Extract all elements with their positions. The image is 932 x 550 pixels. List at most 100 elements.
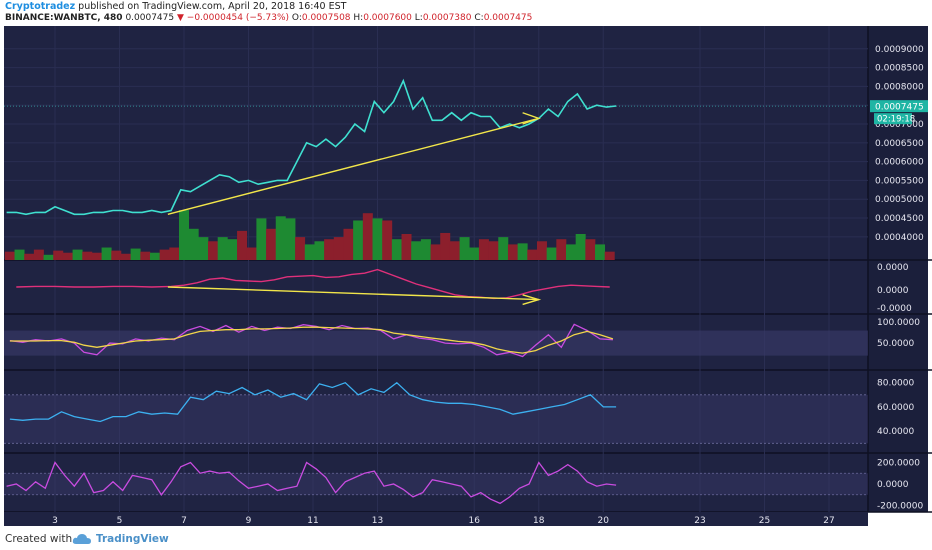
volume-bar [604, 251, 615, 260]
blue-tick-label: 80.0000 [877, 379, 914, 389]
rsi-signal-line [9, 326, 614, 354]
symbol-interval: BINANCE:WANBTC, 480 [5, 13, 123, 23]
rsi-tick-label: 50.0000 [877, 339, 914, 349]
tradingview-brand[interactable]: TradingView [96, 533, 169, 545]
volume-bar [478, 239, 489, 260]
osc-tick-label: -0.0000 [877, 304, 912, 314]
cci-line [6, 461, 617, 505]
volume-bar [179, 210, 189, 260]
volume-bar [140, 251, 151, 260]
volume-bar [227, 239, 238, 260]
volume-bar [391, 239, 402, 260]
trend-arrowhead [522, 294, 542, 306]
blue-tick-label: 40.0000 [877, 427, 914, 437]
footer: Created with TradingView [0, 528, 932, 550]
cci-band [4, 473, 868, 495]
trend-arrowhead [522, 112, 541, 125]
volume-bar [314, 241, 325, 260]
time-tick-label: 23 [694, 516, 705, 526]
trend-arrow-up [167, 117, 539, 215]
ohlc-line: BINANCE:WANBTC, 480 0.0007475 ▼ −0.00004… [5, 13, 532, 23]
created-with-text: Created with [5, 533, 73, 545]
published-text: published on TradingView.com, April 20, … [78, 1, 347, 12]
volume-bar [372, 218, 383, 260]
trend-arrow-down [167, 286, 539, 301]
volume-bar [275, 216, 286, 260]
time-tick-label: 7 [181, 516, 187, 526]
blue-tick-label: 60.0000 [877, 403, 914, 413]
volume-bar [469, 247, 480, 260]
volume-bar [111, 250, 122, 260]
volume-bar [120, 253, 131, 260]
volume-bar [169, 247, 180, 260]
volume-bar [217, 237, 228, 260]
volume-bar [295, 237, 306, 260]
volume-bar [91, 252, 102, 260]
volume-bar [333, 237, 344, 260]
volume-bar [246, 247, 257, 260]
volume-bar [4, 251, 15, 260]
price-change: −0.0000454 (−5.73%) [186, 13, 290, 23]
last-price-tag [870, 100, 928, 113]
pink-oscillator-line [16, 268, 610, 300]
price-tick-label: 0.0006000 [875, 158, 924, 168]
plot-bg [4, 26, 868, 512]
volume-bar [324, 239, 335, 260]
volume-bar [266, 228, 277, 260]
time-axis-bg [4, 512, 868, 526]
high-value: 0.0007600 [363, 13, 412, 23]
volume-bar [256, 218, 267, 260]
price-tick-label: 0.0008000 [875, 82, 924, 92]
volume-bar [382, 220, 393, 260]
volume-bar [595, 244, 606, 260]
time-tick-label: 25 [759, 516, 770, 526]
volume-bar [24, 253, 35, 260]
volume-bar [33, 249, 44, 260]
volume-bar [536, 241, 547, 260]
close-label: C: [474, 13, 484, 23]
blue-band [4, 394, 868, 444]
rsi-tick-label: 100.0000 [877, 318, 920, 328]
volume-bar [498, 237, 509, 260]
tradingview-cloud-icon [72, 534, 91, 544]
open-label: O: [291, 13, 302, 23]
high-label: H: [353, 13, 364, 23]
time-tick-label: 18 [533, 516, 545, 526]
cci-tick-label: 200.0000 [877, 458, 920, 468]
price-tick-label: 0.0005500 [875, 176, 924, 186]
price-tick-label: 0.0007000 [875, 120, 924, 130]
volume-bar [53, 250, 64, 260]
price-tick-label: 0.0008500 [875, 64, 924, 74]
price-tick-label: 0.0006500 [875, 139, 924, 149]
volume-bar [430, 244, 441, 260]
volume-bar [304, 244, 315, 260]
time-tick-label: 20 [598, 516, 610, 526]
volume-bar [149, 252, 160, 260]
price-tick-label: 0.0005000 [875, 195, 924, 205]
volume-bar [237, 230, 248, 260]
down-arrow-icon: ▼ [176, 13, 184, 23]
volume-bar [507, 244, 518, 260]
volume-bar [449, 241, 460, 260]
publish-line: Cryptotradez published on TradingView.co… [5, 1, 346, 12]
cci-tick-label: 0.0000 [877, 480, 909, 490]
author-link[interactable]: Cryptotradez [5, 1, 76, 12]
volume-bar [208, 241, 219, 260]
volume-bar [566, 244, 576, 260]
volume-bar [585, 239, 596, 260]
blue-indicator-line [9, 381, 617, 423]
volume-bar [420, 239, 431, 260]
volume-bar [556, 239, 567, 260]
volume-bar [62, 252, 73, 260]
time-tick-label: 9 [246, 516, 252, 526]
chart-canvas[interactable]: 0.0004000 0.0004500 0.0005000 0.0005500 0.00… [0, 26, 932, 528]
low-value: 0.0007380 [422, 13, 472, 23]
volume-bar [43, 254, 54, 260]
osc-tick-label: 0.0000 [877, 286, 909, 296]
volume-bar [575, 234, 586, 260]
volume-bar [546, 247, 557, 260]
volume-bar [159, 249, 170, 260]
rsi-band [4, 330, 868, 356]
countdown-tag-text: 02:19:18 [877, 115, 915, 125]
time-tick-label: 16 [469, 516, 481, 526]
